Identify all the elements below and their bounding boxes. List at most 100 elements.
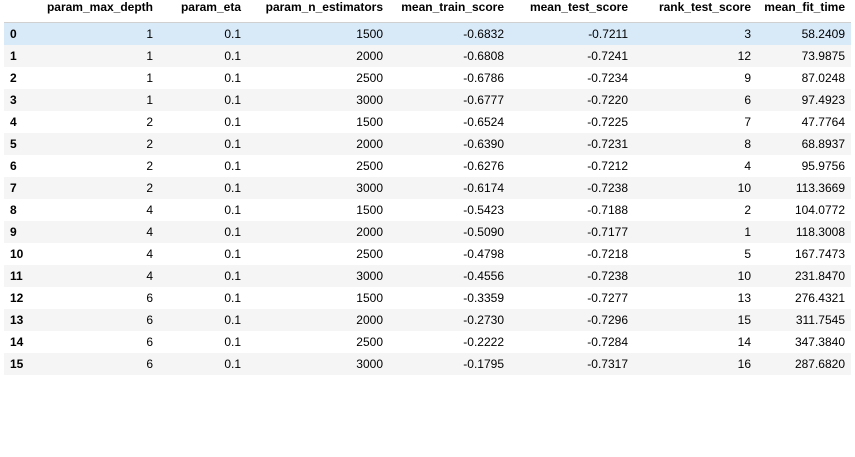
cell-mean-test-score: -0.7238 [587,269,628,283]
cell-mean-train-score: -0.6390 [463,137,504,151]
cell-param-n-estimators: 1500 [356,115,383,129]
cell-mean-train-score: -0.6777 [463,93,504,107]
table-row[interactable]: 14 6 0.1 2500 -0.2222 -0.7284 14 347.3840 [4,331,851,353]
cell-mean-fit-time: 287.6820 [794,357,845,371]
cell-param-max-depth: 1 [146,27,153,41]
header-param-eta[interactable]: param_eta [159,0,247,23]
cell-param-n-estimators: 1500 [356,291,383,305]
cell-param-eta: 0.1 [224,291,241,305]
cell-param-eta: 0.1 [224,247,241,261]
table-row[interactable]: 7 2 0.1 3000 -0.6174 -0.7238 10 113.3669 [4,177,851,199]
cell-param-max-depth: 1 [146,71,153,85]
row-index: 3 [10,93,17,107]
cell-mean-test-score: -0.7296 [587,313,628,327]
cell-mean-fit-time: 104.0772 [794,203,845,217]
cell-mean-train-score: -0.5090 [463,225,504,239]
cell-param-max-depth: 6 [146,335,153,349]
cell-param-max-depth: 4 [146,269,153,283]
table-row[interactable]: 2 1 0.1 2500 -0.6786 -0.7234 9 87.0248 [4,67,851,89]
cell-param-eta: 0.1 [224,115,241,129]
dataframe-table: param_max_depth param_eta param_n_estima… [4,0,851,375]
cell-mean-fit-time: 47.7764 [801,115,845,129]
header-param-n-estimators[interactable]: param_n_estimators [247,0,389,23]
cell-param-n-estimators: 2500 [356,247,383,261]
cell-rank-test-score: 13 [737,291,751,305]
cell-param-max-depth: 4 [146,203,153,217]
cell-mean-fit-time: 276.4321 [794,291,845,305]
cell-mean-test-score: -0.7225 [587,115,628,129]
cell-rank-test-score: 8 [744,137,751,151]
cell-mean-fit-time: 68.8937 [801,137,845,151]
cell-param-eta: 0.1 [224,159,241,173]
row-index: 7 [10,181,17,195]
table-row[interactable]: 13 6 0.1 2000 -0.2730 -0.7296 15 311.7545 [4,309,851,331]
cell-mean-test-score: -0.7231 [587,137,628,151]
header-mean-test-score[interactable]: mean_test_score [510,0,634,23]
cell-mean-test-score: -0.7188 [587,203,628,217]
cell-rank-test-score: 1 [744,225,751,239]
table-row[interactable]: 10 4 0.1 2500 -0.4798 -0.7218 5 167.7473 [4,243,851,265]
cell-rank-test-score: 16 [737,357,751,371]
row-index: 5 [10,137,17,151]
cell-param-n-estimators: 2000 [356,225,383,239]
cell-param-n-estimators: 2500 [356,159,383,173]
cell-rank-test-score: 3 [744,27,751,41]
header-row: param_max_depth param_eta param_n_estima… [4,0,851,23]
cell-param-n-estimators: 1500 [356,27,383,41]
header-rank-test-score[interactable]: rank_test_score [634,0,757,23]
cell-param-eta: 0.1 [224,49,241,63]
header-mean-fit-time[interactable]: mean_fit_time [757,0,851,23]
cell-mean-train-score: -0.4556 [463,269,504,283]
cell-mean-train-score: -0.2222 [463,335,504,349]
cell-mean-test-score: -0.7238 [587,181,628,195]
cell-param-eta: 0.1 [224,27,241,41]
header-param-max-depth[interactable]: param_max_depth [36,0,159,23]
header-mean-train-score[interactable]: mean_train_score [389,0,510,23]
row-index: 14 [10,335,24,349]
table-row[interactable]: 5 2 0.1 2000 -0.6390 -0.7231 8 68.8937 [4,133,851,155]
table-row[interactable]: 0 1 0.1 1500 -0.6832 -0.7211 3 58.2409 [4,22,851,45]
table-row[interactable]: 3 1 0.1 3000 -0.6777 -0.7220 6 97.4923 [4,89,851,111]
cell-mean-fit-time: 97.4923 [801,93,845,107]
cell-param-eta: 0.1 [224,203,241,217]
row-index: 6 [10,159,17,173]
table-row[interactable]: 8 4 0.1 1500 -0.5423 -0.7188 2 104.0772 [4,199,851,221]
table-row[interactable]: 12 6 0.1 1500 -0.3359 -0.7277 13 276.4321 [4,287,851,309]
cell-param-max-depth: 1 [146,49,153,63]
cell-param-n-estimators: 2000 [356,49,383,63]
cell-mean-fit-time: 311.7545 [795,313,845,327]
table-row[interactable]: 6 2 0.1 2500 -0.6276 -0.7212 4 95.9756 [4,155,851,177]
row-index: 11 [10,269,23,283]
cell-mean-train-score: -0.6786 [463,71,504,85]
cell-mean-fit-time: 113.3669 [795,181,845,195]
cell-param-max-depth: 4 [146,225,153,239]
cell-mean-train-score: -0.4798 [463,247,504,261]
cell-param-max-depth: 2 [146,115,153,129]
cell-mean-fit-time: 87.0248 [801,71,845,85]
cell-param-n-estimators: 3000 [356,357,383,371]
cell-rank-test-score: 14 [737,335,751,349]
table-row[interactable]: 4 2 0.1 1500 -0.6524 -0.7225 7 47.7764 [4,111,851,133]
table-row[interactable]: 15 6 0.1 3000 -0.1795 -0.7317 16 287.6820 [4,353,851,375]
table-row[interactable]: 9 4 0.1 2000 -0.5090 -0.7177 1 118.3008 [4,221,851,243]
cell-mean-test-score: -0.7218 [587,247,628,261]
table-body: 0 1 0.1 1500 -0.6832 -0.7211 3 58.2409 1 1 0.1 2000… [4,22,851,375]
cell-param-n-estimators: 2500 [356,335,383,349]
row-index: 8 [10,203,17,217]
table-row[interactable]: 11 4 0.1 3000 -0.4556 -0.7238 10 231.8470 [4,265,851,287]
cell-mean-test-score: -0.7211 [588,27,628,41]
cell-mean-test-score: -0.7277 [587,291,628,305]
cell-mean-fit-time: 231.8470 [794,269,845,283]
table-row[interactable]: 1 1 0.1 2000 -0.6808 -0.7241 12 73.9875 [4,45,851,67]
cell-mean-fit-time: 347.3840 [794,335,845,349]
cell-mean-train-score: -0.6808 [463,49,504,63]
cell-rank-test-score: 4 [744,159,751,173]
row-index: 13 [10,313,24,327]
row-index: 10 [10,247,24,261]
cell-mean-train-score: -0.1795 [463,357,504,371]
cell-param-eta: 0.1 [224,137,241,151]
cell-param-eta: 0.1 [224,313,241,327]
cell-mean-test-score: -0.7220 [587,93,628,107]
cell-mean-test-score: -0.7212 [587,159,628,173]
cell-rank-test-score: 5 [744,247,751,261]
